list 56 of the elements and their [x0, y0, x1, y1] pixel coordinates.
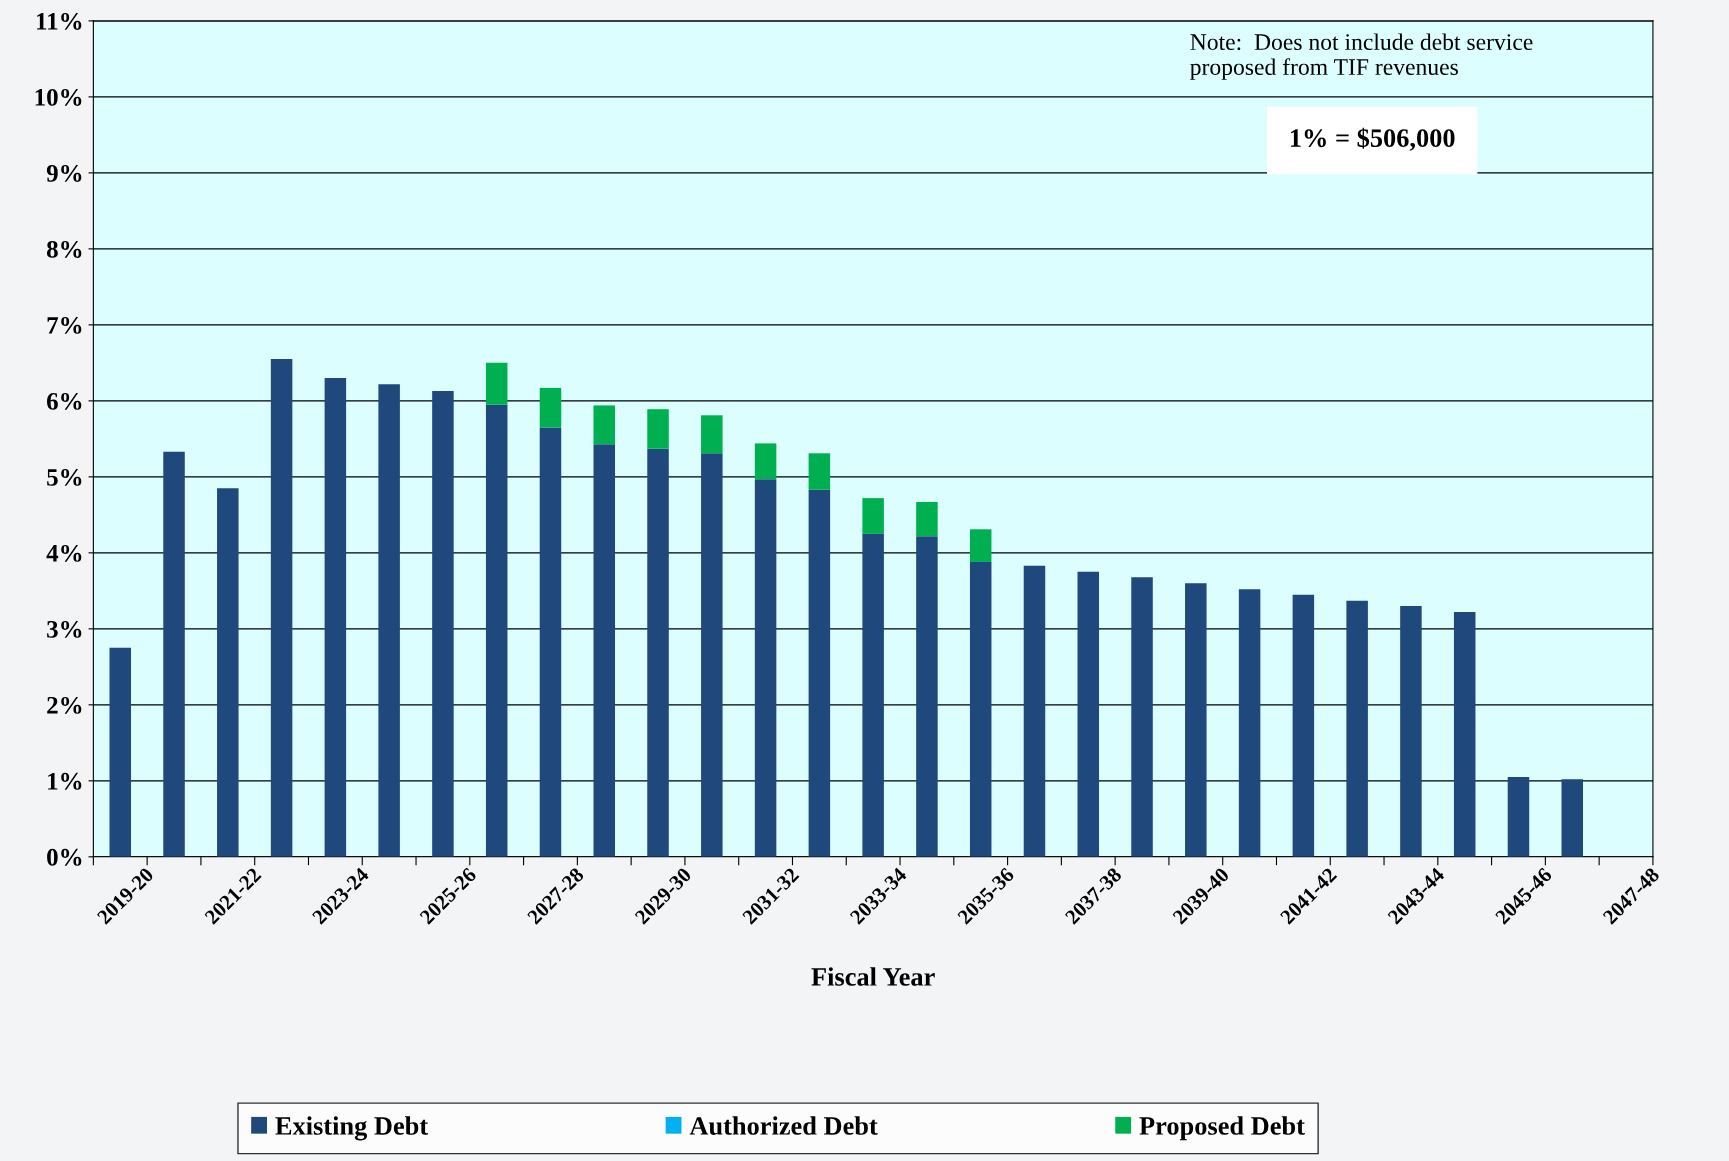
y-tick-label: 5% — [47, 468, 82, 486]
bar — [1346, 600, 1368, 857]
y-tick-label: 9% — [46, 164, 82, 182]
y-tick-label: 3% — [47, 620, 82, 638]
annotation: 1% = $506,000 — [1290, 127, 1455, 151]
y-tick-label: 8% — [46, 240, 82, 258]
bar — [1561, 779, 1584, 857]
bar — [1507, 777, 1530, 857]
bar — [1238, 589, 1261, 857]
bar — [701, 453, 723, 857]
bar — [217, 488, 239, 857]
bar — [1077, 571, 1100, 857]
bar — [808, 453, 831, 490]
y-tick-label: 2% — [47, 696, 82, 714]
y-tick-label: 4% — [46, 544, 82, 562]
y-tick-label: 10% — [35, 88, 82, 106]
bar — [485, 404, 508, 857]
bar — [539, 427, 562, 857]
bar — [969, 529, 992, 562]
bar — [1400, 606, 1422, 857]
bar — [539, 387, 562, 428]
bar — [432, 390, 454, 857]
bar — [754, 443, 777, 480]
bar — [1023, 565, 1046, 857]
bar — [1453, 612, 1476, 857]
bar — [270, 359, 293, 857]
bar — [862, 498, 884, 534]
bar — [916, 501, 938, 537]
bar — [862, 533, 884, 857]
bar — [916, 536, 938, 857]
bar — [163, 451, 185, 857]
legend-label: Proposed Debt — [1139, 1116, 1305, 1141]
bar — [969, 561, 992, 857]
y-tick-label: 7% — [47, 316, 82, 334]
bar — [109, 647, 132, 857]
x-axis-title: Fiscal Year — [811, 967, 935, 986]
bar — [1292, 594, 1315, 857]
bar — [378, 384, 400, 857]
bar — [808, 489, 831, 857]
bar — [647, 409, 669, 449]
y-tick-label: 11% — [37, 12, 82, 30]
annotation: Note: Does not include debt service proposed from TIF revenues — [1190, 33, 1533, 80]
bar — [1185, 583, 1207, 857]
y-tick-label: 6% — [47, 392, 82, 410]
bar — [701, 415, 723, 454]
y-tick-label: 0% — [47, 848, 82, 866]
y-tick-label: 1% — [48, 772, 82, 790]
bar — [593, 444, 616, 857]
bar — [647, 448, 669, 857]
legend-label: Authorized Debt — [689, 1116, 878, 1135]
bar — [593, 405, 616, 445]
bar — [324, 378, 347, 857]
bar — [754, 479, 777, 857]
bar — [485, 362, 508, 405]
bar — [1131, 577, 1153, 857]
legend-label: Existing Debt — [275, 1116, 429, 1141]
